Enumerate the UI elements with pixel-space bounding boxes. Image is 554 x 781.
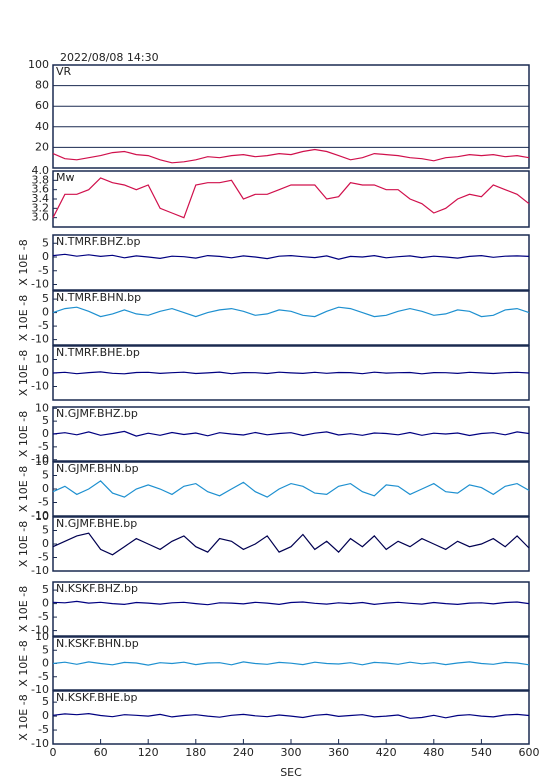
x-tick-label: 540 — [471, 746, 492, 759]
panel-frame — [52, 290, 530, 346]
y-axis-label: X 10E -8 — [17, 586, 30, 632]
y-tick-label: -5 — [38, 551, 49, 564]
x-tick-label: 240 — [233, 746, 254, 759]
y-tick-label: -10 — [31, 624, 49, 637]
y-tick-label: 5 — [42, 524, 49, 537]
trace — [52, 148, 530, 164]
y-tick-label: 0 — [42, 597, 49, 610]
y-tick-label: -10 — [31, 278, 49, 291]
trace-label: N.GJMF.BHN.bp — [56, 462, 139, 475]
x-tick-label: 180 — [185, 746, 206, 759]
trace — [52, 430, 530, 437]
x-tick-label: 480 — [423, 746, 444, 759]
y-tick-label: 0 — [42, 306, 49, 319]
panel-frame — [52, 64, 530, 169]
y-axis-label: X 10E -8 — [17, 411, 30, 457]
trace-label: N.KSKF.BHN.bp — [56, 637, 139, 650]
y-tick-label: -10 — [31, 737, 49, 750]
y-tick-label: -10 — [31, 453, 49, 466]
trace — [52, 371, 530, 375]
y-tick-label: -5 — [38, 319, 49, 332]
y-tick-label: 3.0 — [32, 211, 50, 224]
trace-label: N.KSKF.BHE.bp — [56, 691, 137, 704]
y-tick-label: 0 — [42, 427, 49, 440]
trace — [52, 480, 530, 498]
x-tick-label: 0 — [50, 746, 57, 759]
y-tick-label: 20 — [35, 140, 49, 153]
y-tick-label: 5 — [42, 643, 49, 656]
y-tick-label: 3.2 — [32, 201, 50, 214]
y-tick-label: -10 — [31, 509, 49, 522]
trace — [52, 306, 530, 318]
y-tick-label: 3.6 — [32, 183, 50, 196]
x-tick-label: 600 — [519, 746, 540, 759]
y-tick-label: 0 — [42, 709, 49, 722]
x-tick-label: 300 — [281, 746, 302, 759]
trace-label: N.GJMF.BHZ.bp — [56, 407, 138, 420]
y-tick-label: 5 — [42, 469, 49, 482]
x-tick-label: 120 — [138, 746, 159, 759]
y-tick-label: 0 — [42, 482, 49, 495]
trace — [52, 712, 530, 719]
x-tick-label: 60 — [94, 746, 108, 759]
y-tick-label: 10 — [35, 353, 49, 366]
y-tick-label: -10 — [31, 333, 49, 346]
y-tick-label: 3.4 — [32, 192, 50, 205]
trace-label: N.KSKF.BHZ.bp — [56, 582, 138, 595]
y-tick-label: 4.0 — [32, 164, 50, 177]
y-tick-label: -10 — [31, 564, 49, 577]
y-tick-label: 10 — [35, 455, 49, 468]
trace-label: VR — [56, 65, 72, 78]
y-axis-label: X 10E -8 — [17, 694, 30, 740]
y-tick-label: -5 — [38, 670, 49, 683]
trace-label: N.GJMF.BHE.bp — [56, 517, 137, 530]
y-tick-label: 0 — [42, 657, 49, 670]
y-tick-label: 80 — [35, 79, 49, 92]
x-tick-label: 360 — [328, 746, 349, 759]
y-tick-label: 40 — [35, 120, 49, 133]
y-tick-label: -5 — [38, 723, 49, 736]
y-tick-label: -5 — [38, 610, 49, 623]
trace — [52, 253, 530, 260]
y-tick-label: -10 — [31, 683, 49, 696]
y-axis-label: X 10E -8 — [17, 640, 30, 686]
y-tick-label: -10 — [31, 380, 49, 393]
y-tick-label: 60 — [35, 99, 49, 112]
trace-label: N.TMRF.BHZ.bp — [56, 235, 140, 248]
trace-label: Mw — [56, 171, 75, 184]
chart-title: 2022/08/08 14:30 — [60, 51, 159, 64]
trace — [52, 661, 530, 666]
y-tick-label: 5 — [42, 583, 49, 596]
panel-frame — [52, 234, 530, 291]
y-tick-label: 10 — [35, 510, 49, 523]
y-axis-label: X 10E -8 — [17, 295, 30, 341]
y-tick-label: 5 — [42, 414, 49, 427]
trace-label: N.TMRF.BHE.bp — [56, 346, 140, 359]
y-axis-label: X 10E -8 — [17, 350, 30, 396]
y-tick-label: -5 — [38, 264, 49, 277]
y-tick-label: 100 — [28, 58, 49, 71]
trace — [52, 177, 530, 219]
trace — [52, 600, 530, 606]
y-tick-label: 10 — [35, 630, 49, 643]
y-tick-label: 0 — [42, 537, 49, 550]
trace — [52, 532, 530, 556]
y-tick-label: -5 — [38, 440, 49, 453]
x-tick-label: 420 — [376, 746, 397, 759]
y-axis-label: X 10E -8 — [17, 521, 30, 567]
y-tick-label: 0 — [42, 250, 49, 263]
y-tick-label: 5 — [42, 695, 49, 708]
y-tick-label: 0 — [42, 366, 49, 379]
y-axis-label: X 10E -8 — [17, 239, 30, 285]
trace-label: N.TMRF.BHN.bp — [56, 291, 141, 304]
y-tick-label: 3.8 — [32, 173, 50, 186]
panel-frame — [52, 581, 530, 637]
y-tick-label: 10 — [35, 401, 49, 414]
x-axis-label: SEC — [280, 766, 302, 779]
y-tick-label: 5 — [42, 292, 49, 305]
y-axis-label: X 10E -8 — [17, 466, 30, 512]
y-tick-label: 5 — [42, 236, 49, 249]
y-tick-label: -5 — [38, 496, 49, 509]
